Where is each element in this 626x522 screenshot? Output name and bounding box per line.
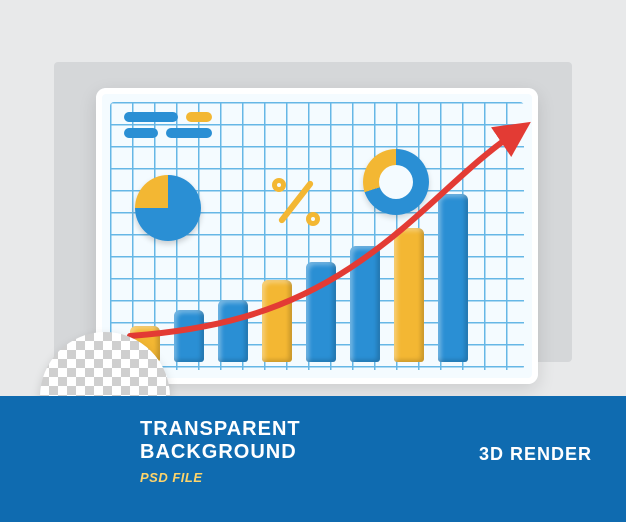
bar bbox=[350, 246, 380, 362]
footer-title-line2: BACKGROUND bbox=[140, 441, 301, 464]
footer-tag: 3D RENDER bbox=[479, 444, 592, 465]
bar bbox=[438, 194, 468, 362]
bar bbox=[174, 310, 204, 362]
chart-card bbox=[96, 88, 538, 384]
footer-band: TRANSPARENT BACKGROUND PSD FILE 3D RENDE… bbox=[0, 396, 626, 522]
bar bbox=[218, 300, 248, 362]
bar bbox=[262, 280, 292, 362]
bar bbox=[306, 262, 336, 362]
footer-subtitle: PSD FILE bbox=[140, 470, 301, 485]
footer-title-line1: TRANSPARENT bbox=[140, 418, 301, 441]
stage: TRANSPARENT BACKGROUND PSD FILE 3D RENDE… bbox=[0, 0, 626, 522]
footer-text: TRANSPARENT BACKGROUND PSD FILE bbox=[140, 418, 301, 485]
bar-chart bbox=[130, 194, 468, 362]
legend bbox=[124, 112, 212, 138]
bar bbox=[394, 228, 424, 362]
